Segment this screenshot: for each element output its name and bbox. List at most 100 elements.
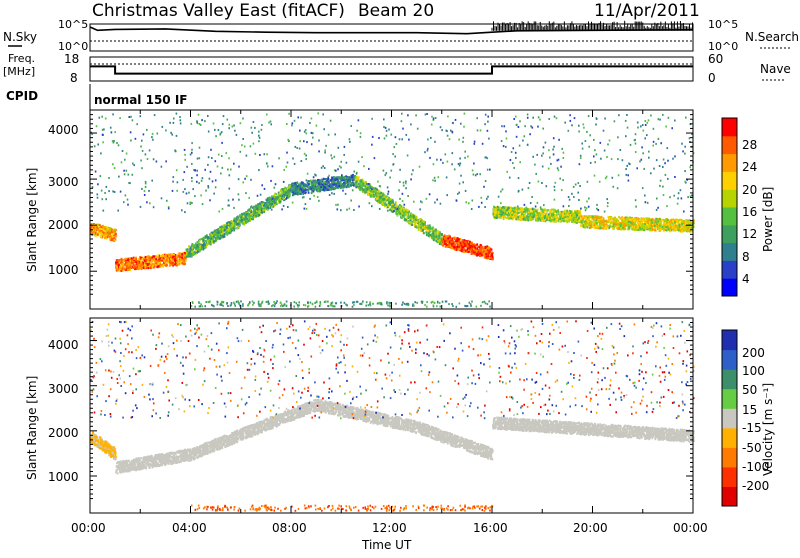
range-gate-cell [348, 176, 350, 178]
range-gate-cell [237, 220, 239, 222]
range-gate-cell [481, 254, 483, 256]
range-gate-cell [135, 261, 137, 263]
range-gate-cell [107, 236, 109, 238]
range-gate-cell [258, 214, 260, 216]
range-gate-cell [540, 212, 542, 214]
range-gate-cell [340, 187, 342, 189]
range-gate-cell [245, 215, 247, 217]
range-gate-cell [346, 185, 348, 187]
range-gate-cell [142, 258, 144, 260]
range-gate-cell [494, 211, 496, 213]
range-gate-cell [258, 211, 260, 213]
range-gate-cell [380, 192, 382, 194]
range-gate-cell [214, 240, 216, 242]
range-gate-cell [544, 219, 546, 221]
range-gate-cell [301, 182, 303, 184]
range-gate-cell [181, 253, 183, 255]
range-gate-cell [338, 185, 340, 187]
range-gate-cell [437, 231, 439, 233]
range-gate-cell [156, 266, 158, 268]
range-gate-cell [288, 187, 290, 189]
range-gate-cell [235, 221, 237, 223]
range-gate-cell [355, 183, 357, 185]
range-gate-cell [157, 254, 159, 256]
range-gate-cell [232, 227, 234, 229]
range-gate-cell [268, 203, 270, 205]
range-gate-cell [220, 230, 222, 232]
range-gate-cell [533, 216, 535, 218]
range-gate-cell [403, 212, 405, 214]
range-gate-cell [163, 260, 165, 262]
range-gate-cell [449, 245, 451, 247]
range-gate-cell [439, 235, 441, 237]
range-gate-cell [506, 212, 508, 214]
range-gate-cell [172, 258, 174, 260]
range-gate-cell [417, 227, 419, 229]
range-gate-cell [542, 218, 544, 220]
range-gate-cell [357, 177, 359, 179]
range-gate-cell [561, 220, 563, 222]
range-gate-cell [147, 267, 149, 269]
range-gate-cell [578, 212, 580, 214]
range-gate-cell [199, 245, 201, 247]
range-gate-cell [569, 218, 571, 220]
range-gate-cell [317, 179, 319, 181]
range-gate-cell [466, 243, 468, 245]
range-gate-cell [455, 242, 457, 244]
range-gate-cell [564, 218, 566, 220]
range-gate-cell [238, 223, 240, 225]
range-gate-cell [411, 224, 413, 226]
range-gate-cell [202, 248, 204, 250]
range-gate-cell [183, 263, 185, 265]
range-gate-cell [223, 224, 225, 226]
range-gate-cell [391, 206, 393, 208]
range-gate-cell [207, 240, 209, 242]
range-gate-cell [380, 201, 382, 203]
range-gate-cell [386, 197, 388, 199]
range-gate-cell [408, 212, 410, 214]
range-gate-cell [227, 232, 229, 234]
range-gate-cell [403, 216, 405, 218]
range-gate-cell [439, 243, 441, 245]
range-gate-cell [454, 246, 456, 248]
range-gate-cell [355, 177, 357, 179]
range-gate-cell [514, 208, 516, 210]
range-gate-cell [296, 188, 298, 190]
range-gate-cell [109, 238, 111, 240]
range-gate-cell [164, 255, 166, 257]
range-gate-cell [303, 187, 305, 189]
range-gate-cell [352, 175, 354, 177]
range-gate-cell [305, 191, 307, 193]
range-gate-cell [266, 200, 268, 202]
range-gate-cell [105, 226, 107, 228]
range-gate-cell [279, 197, 281, 199]
range-gate-cell [373, 191, 375, 193]
range-gate-cell [536, 216, 538, 218]
range-gate-cell [121, 258, 123, 260]
range-gate-cell [355, 182, 357, 184]
range-gate-cell [313, 187, 315, 189]
range-gate-cell [383, 196, 385, 198]
range-gate-cell [388, 205, 390, 207]
range-gate-cell [152, 265, 154, 267]
range-gate-cell [442, 245, 444, 247]
range-gate-cell [253, 214, 255, 216]
range-gate-cell [556, 211, 558, 213]
range-gate-cell [363, 185, 365, 187]
range-gate-cell [263, 209, 265, 211]
range-gate-cell [260, 207, 262, 209]
range-gate-cell [466, 250, 468, 252]
nave-tick-bottom: 0 [708, 71, 716, 85]
range-gate-cell [137, 264, 139, 266]
range-gate-cell [237, 218, 239, 220]
range-gate-cell [406, 219, 408, 221]
range-gate-cell [113, 229, 115, 231]
range-gate-cell [324, 178, 326, 180]
range-gate-cell [558, 218, 560, 220]
range-gate-cell [204, 246, 206, 248]
range-gate-cell [461, 246, 463, 248]
range-gate-cell [396, 213, 398, 215]
range-gate-cell [147, 264, 149, 266]
range-gate-cell [528, 211, 530, 213]
range-gate-cell [217, 231, 219, 233]
